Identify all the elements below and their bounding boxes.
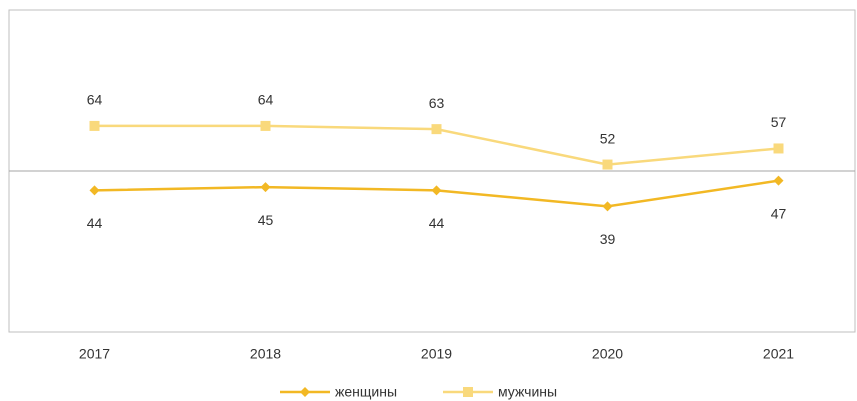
- point-marker: [431, 124, 442, 135]
- data-label: 45: [258, 212, 274, 228]
- data-label: 57: [771, 114, 787, 130]
- point-marker: [89, 120, 100, 131]
- x-tick-label: 2018: [250, 346, 281, 362]
- data-label: 52: [600, 130, 616, 146]
- point-marker: [602, 159, 613, 170]
- point-marker: [773, 175, 784, 186]
- point-marker: [260, 182, 271, 193]
- data-label: 39: [600, 231, 616, 247]
- data-label: 44: [87, 215, 103, 231]
- point-marker: [89, 185, 100, 196]
- legend-label: мужчины: [498, 384, 557, 400]
- data-label: 64: [258, 92, 274, 108]
- point-marker: [773, 143, 784, 154]
- x-tick-label: 2019: [421, 346, 452, 362]
- x-tick-label: 2017: [79, 346, 110, 362]
- x-tick-label: 2021: [763, 346, 794, 362]
- legend-label: женщины: [335, 384, 397, 400]
- point-marker: [431, 185, 442, 196]
- data-label: 64: [87, 92, 103, 108]
- data-label: 44: [429, 215, 445, 231]
- point-marker: [602, 201, 613, 212]
- data-label: 47: [771, 205, 787, 221]
- data-label: 63: [429, 95, 445, 111]
- legend-marker: [300, 387, 310, 397]
- legend-marker: [463, 387, 473, 397]
- point-marker: [260, 120, 271, 131]
- x-tick-label: 2020: [592, 346, 623, 362]
